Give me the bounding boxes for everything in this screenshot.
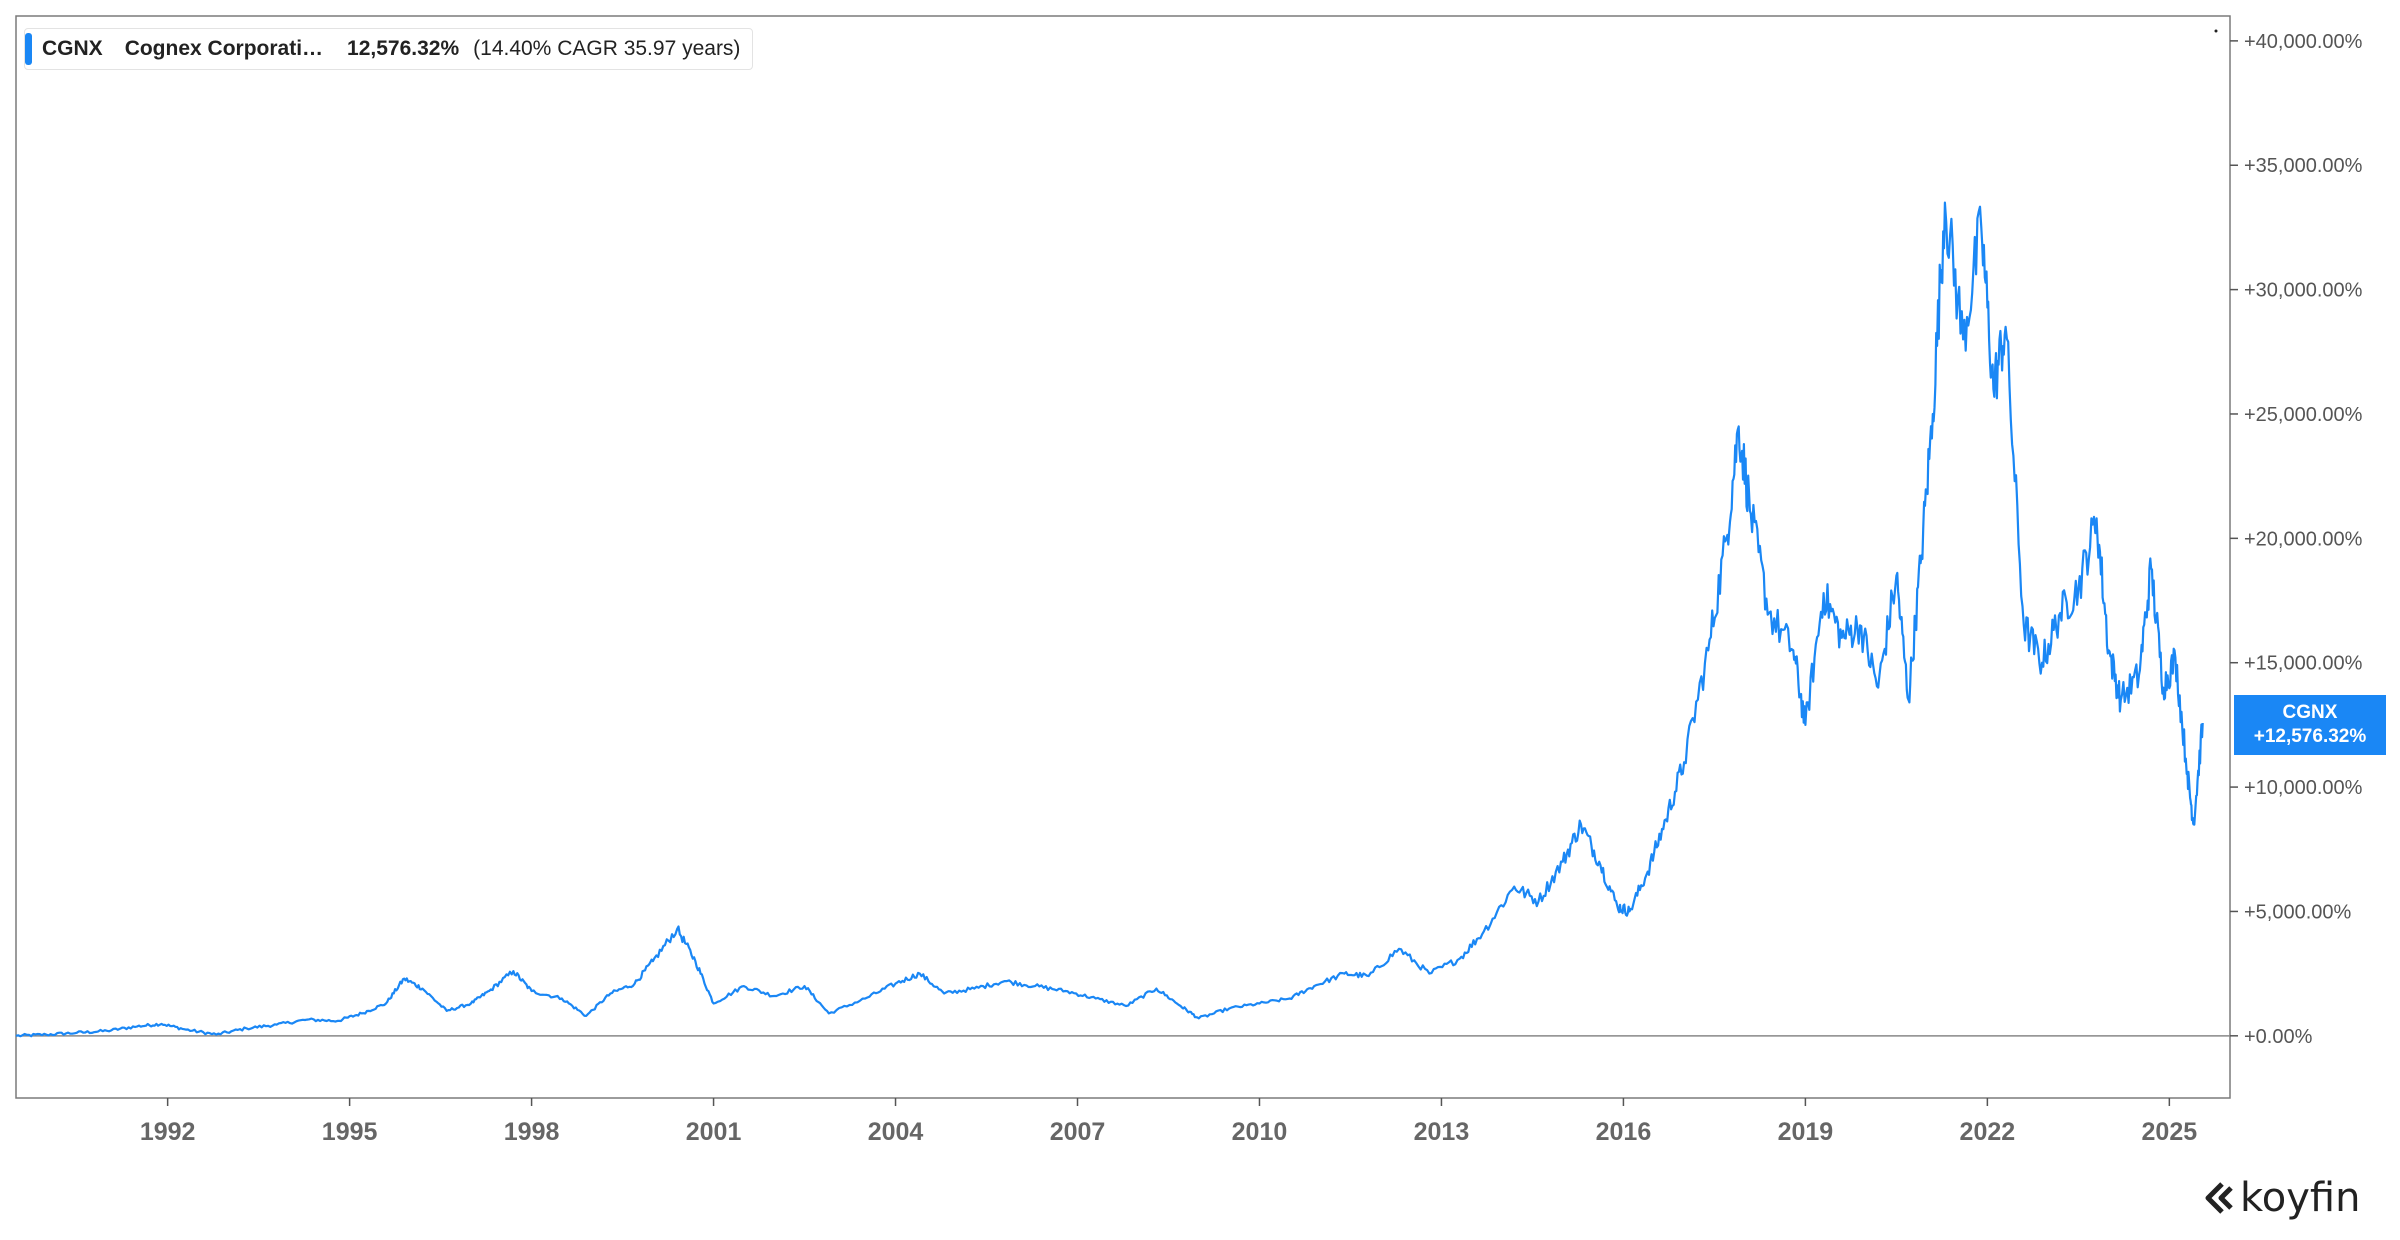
koyfin-logo[interactable]: koyfin (2202, 1175, 2361, 1221)
x-tick-label: 2013 (1414, 1118, 1470, 1146)
y-tick-label: +20,000.00% (2244, 528, 2363, 550)
plot-frame (15, 15, 2231, 1099)
y-tick-label: +35,000.00% (2244, 155, 2363, 177)
x-tick-label: 2007 (1050, 1118, 1106, 1146)
x-tick-label: 2004 (868, 1118, 924, 1146)
y-tick-label: +5,000.00% (2244, 901, 2352, 923)
x-tick-label: 2016 (1596, 1118, 1652, 1146)
x-tick-label: 1992 (140, 1118, 196, 1146)
x-tick-label: 2025 (2142, 1118, 2198, 1146)
corner-dot (2214, 29, 2218, 33)
y-tick-label: +15,000.00% (2244, 653, 2363, 675)
legend-swatch (25, 33, 32, 65)
last-value-tag: CGNX +12,576.32% (2234, 695, 2386, 755)
x-tick-label: 2019 (1778, 1118, 1834, 1146)
legend-ticker: CGNX (42, 37, 103, 60)
x-tick-label: 1998 (504, 1118, 560, 1146)
x-tick-label: 2001 (686, 1118, 742, 1146)
brand-name: koyfin (2240, 1175, 2361, 1221)
y-tick-label: +10,000.00% (2244, 777, 2363, 799)
koyfin-logo-icon (2205, 1182, 2233, 1214)
y-tick-label: +30,000.00% (2244, 280, 2363, 302)
legend-company-name: Cognex Corporati… (124, 37, 324, 60)
x-tick-label: 2022 (1960, 1118, 2016, 1146)
x-tick-label: 2010 (1232, 1118, 1288, 1146)
y-tick-label: +40,000.00% (2244, 31, 2363, 53)
x-tick-label: 1995 (322, 1118, 378, 1146)
last-value-tag-ticker: CGNX (2282, 702, 2338, 723)
y-tick-label: +0.00% (2244, 1026, 2313, 1048)
last-value-tag-value: +12,576.32% (2253, 726, 2367, 747)
y-axis: +0.00% +5,000.00% +10,000.00% +15,000.00% +2… (2230, 31, 2363, 1048)
series-line-cgnx (15, 201, 2204, 1038)
legend-chip[interactable]: CGNX Cognex Corporati… 12,576.32% (14.40… (24, 28, 754, 70)
legend-total-return: 12,576.32% (347, 37, 460, 60)
legend-cagr: (14.40% CAGR 35.97 years) (473, 37, 741, 60)
x-axis: 1992 1995 1998 2001 2004 2007 2010 2013 2016 2019… (140, 1098, 2197, 1146)
y-tick-label: +25,000.00% (2244, 404, 2363, 426)
